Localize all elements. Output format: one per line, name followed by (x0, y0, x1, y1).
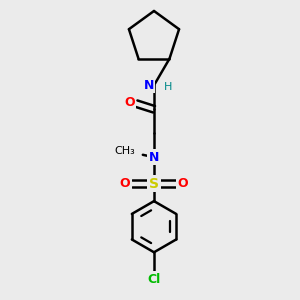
Text: N: N (144, 79, 154, 92)
Text: N: N (149, 151, 159, 164)
Text: H: H (164, 82, 172, 92)
Text: CH₃: CH₃ (114, 146, 135, 156)
Text: O: O (178, 177, 188, 190)
Text: S: S (149, 177, 159, 190)
Text: O: O (124, 96, 135, 110)
Text: Cl: Cl (147, 273, 161, 286)
Text: O: O (119, 177, 130, 190)
